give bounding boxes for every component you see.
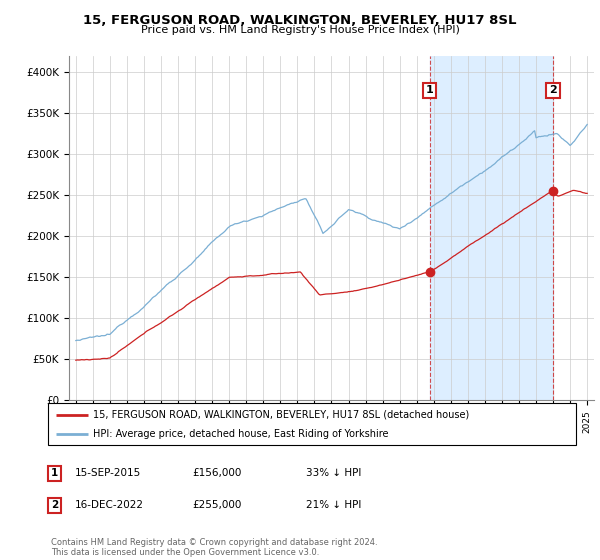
- Text: £156,000: £156,000: [192, 468, 241, 478]
- Text: 1: 1: [51, 468, 58, 478]
- Text: Contains HM Land Registry data © Crown copyright and database right 2024.
This d: Contains HM Land Registry data © Crown c…: [51, 538, 377, 557]
- Text: 2: 2: [51, 500, 58, 510]
- Text: Price paid vs. HM Land Registry's House Price Index (HPI): Price paid vs. HM Land Registry's House …: [140, 25, 460, 35]
- Text: 21% ↓ HPI: 21% ↓ HPI: [306, 500, 361, 510]
- Text: 1: 1: [425, 86, 433, 95]
- Text: 15, FERGUSON ROAD, WALKINGTON, BEVERLEY, HU17 8SL (detached house): 15, FERGUSON ROAD, WALKINGTON, BEVERLEY,…: [93, 409, 469, 419]
- Text: 16-DEC-2022: 16-DEC-2022: [75, 500, 144, 510]
- Text: 15-SEP-2015: 15-SEP-2015: [75, 468, 141, 478]
- Text: £255,000: £255,000: [192, 500, 241, 510]
- Text: HPI: Average price, detached house, East Riding of Yorkshire: HPI: Average price, detached house, East…: [93, 429, 388, 439]
- Bar: [430, 56, 553, 400]
- Text: 2: 2: [549, 86, 557, 95]
- Text: 33% ↓ HPI: 33% ↓ HPI: [306, 468, 361, 478]
- Text: 15, FERGUSON ROAD, WALKINGTON, BEVERLEY, HU17 8SL: 15, FERGUSON ROAD, WALKINGTON, BEVERLEY,…: [83, 14, 517, 27]
